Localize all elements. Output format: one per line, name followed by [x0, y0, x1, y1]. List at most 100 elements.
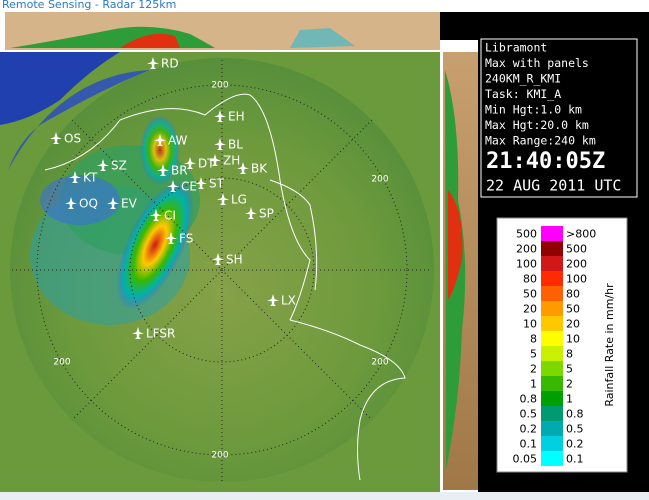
- airport-icon: [267, 294, 279, 306]
- right-echo-core: [448, 190, 463, 300]
- range-label: 200: [211, 451, 228, 461]
- legend-right-label: 1: [566, 393, 573, 406]
- airport-icon: [217, 193, 229, 205]
- range-label: 200: [371, 358, 388, 368]
- top-echo-core: [120, 33, 180, 48]
- range-label: 200: [371, 175, 388, 185]
- top-black: [440, 12, 649, 40]
- legend-right-label: 0.5: [566, 423, 584, 436]
- legend-left-label: 20: [523, 303, 537, 316]
- rain-band: [116, 180, 194, 310]
- site-label: LX: [281, 294, 296, 308]
- legend-swatch: [541, 241, 563, 256]
- legend-right-label: 50: [566, 303, 580, 316]
- airport-icon: [157, 164, 169, 176]
- legend-left-label: 80: [523, 273, 537, 286]
- airport-icon: [50, 132, 62, 144]
- legend-left-label: 200: [516, 243, 537, 256]
- airport-icon: [167, 180, 179, 192]
- legend-right-label: 8: [566, 348, 573, 361]
- legend-right-label: 0.1: [566, 453, 584, 466]
- legend-left-label: 100: [516, 258, 537, 271]
- legend-right-label: 200: [566, 258, 587, 271]
- airport-icon: [237, 162, 249, 174]
- legend-right-label: 5: [566, 363, 573, 376]
- legend-swatch: [541, 361, 563, 376]
- legend-left-label: 50: [523, 288, 537, 301]
- site-label: SH: [226, 253, 243, 267]
- legend-left-label: 0.8: [520, 393, 538, 406]
- legend-swatch: [541, 301, 563, 316]
- bottom-bar: [0, 492, 649, 500]
- airport-icon: [107, 197, 119, 209]
- legend-swatch: [541, 376, 563, 391]
- airport-icon: [165, 232, 177, 244]
- airport-icon: [154, 134, 166, 146]
- site-label: ST: [209, 177, 225, 191]
- airport-icon: [65, 197, 77, 209]
- site-label: EH: [228, 110, 245, 124]
- legend-swatch: [541, 436, 563, 451]
- legend-left-label: 10: [523, 318, 537, 331]
- site-label: EV: [121, 197, 138, 211]
- legend-right-label: 500: [566, 243, 587, 256]
- legend-right-label: 20: [566, 318, 580, 331]
- legend-left-label: 1: [530, 378, 537, 391]
- info-line: 240KM_R_KMI: [485, 72, 561, 86]
- legend-swatch: [541, 286, 563, 301]
- site-label: BK: [251, 162, 268, 176]
- legend-left-label: 5: [530, 348, 537, 361]
- borders: [44, 93, 406, 481]
- legend-swatch: [541, 226, 563, 241]
- legend-swatch: [541, 421, 563, 436]
- airport-icon: [214, 110, 226, 122]
- airport-icon: [184, 157, 196, 169]
- site-label: BL: [228, 138, 243, 152]
- airport-icon: [214, 138, 226, 150]
- airport-icon: [147, 57, 159, 69]
- site-label: RD: [161, 57, 179, 71]
- legend-left-label: 8: [530, 333, 537, 346]
- sea: [0, 52, 120, 125]
- site-label: BR: [171, 164, 188, 178]
- airport-icon: [132, 327, 144, 339]
- airport-icon: [212, 253, 224, 265]
- info-line: Max Hgt:20.0 km: [485, 118, 589, 132]
- site-label: DT: [198, 157, 215, 171]
- site-label: LFSR: [146, 327, 175, 341]
- legend-swatch: [541, 406, 563, 421]
- legend-right-label: 0.2: [566, 438, 584, 451]
- site-label: SZ: [111, 159, 127, 173]
- info-line: Max Range:240 km: [485, 134, 596, 148]
- time: 21:40:05Z: [486, 149, 605, 174]
- date: 22 AUG 2011 UTC: [486, 177, 621, 195]
- site-label: LG: [231, 193, 247, 207]
- top-echo-2: [290, 28, 355, 48]
- airport-icon: [209, 154, 221, 166]
- legend-left-label: 500: [516, 228, 537, 241]
- legend-swatch: [541, 331, 563, 346]
- site-label: CE: [181, 180, 197, 194]
- legend-swatch: [541, 271, 563, 286]
- legend-left-label: 0.1: [520, 438, 538, 451]
- site-label: ZH: [223, 154, 240, 168]
- legend-swatch: [541, 316, 563, 331]
- legend-right-label: 2: [566, 378, 573, 391]
- legend: 500 >800 200 500 100 200 80 100 50 80 20 50 10 20 8 10 5…: [513, 226, 596, 466]
- info-box: [480, 38, 638, 198]
- info-line: Max with panels: [485, 56, 589, 70]
- rain-cell: [140, 115, 180, 185]
- legend-left-label: 0.5: [520, 408, 538, 421]
- legend-right-label: 100: [566, 273, 587, 286]
- page-title: Remote Sensing - Radar 125km: [2, 0, 176, 11]
- legend-swatch: [541, 391, 563, 406]
- site-label: FS: [179, 232, 193, 246]
- info-line: Task: KMI_A: [485, 87, 561, 101]
- range-label: 200: [211, 81, 228, 91]
- airport-icon: [69, 171, 81, 183]
- legend-left-label: 0.05: [513, 453, 538, 466]
- legend-left-label: 2: [530, 363, 537, 376]
